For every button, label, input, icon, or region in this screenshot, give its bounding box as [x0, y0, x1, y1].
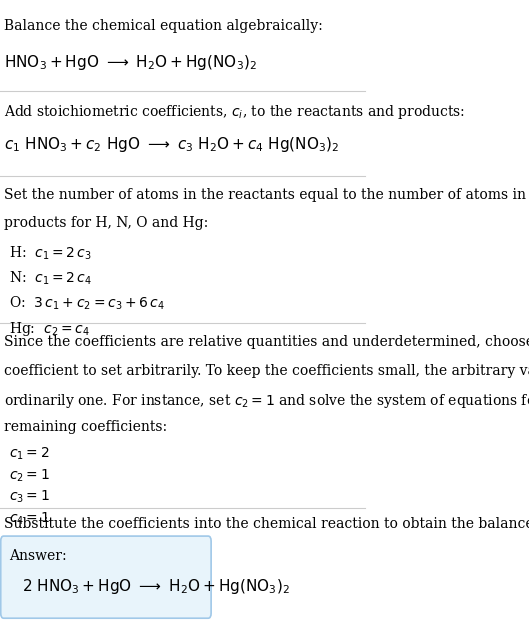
Text: $c_3 = 1$: $c_3 = 1$ — [9, 489, 50, 505]
Text: $c_2 = 1$: $c_2 = 1$ — [9, 467, 50, 483]
Text: $2\ \mathrm{HNO_3} + \mathrm{HgO} \ \longrightarrow \ \mathrm{H_2O} + \mathrm{Hg: $2\ \mathrm{HNO_3} + \mathrm{HgO} \ \lon… — [22, 577, 290, 596]
Text: $c_4 = 1$: $c_4 = 1$ — [9, 511, 50, 527]
Text: remaining coefficients:: remaining coefficients: — [4, 420, 167, 434]
Text: equation:: equation: — [4, 545, 70, 559]
Text: Set the number of atoms in the reactants equal to the number of atoms in the: Set the number of atoms in the reactants… — [4, 188, 529, 202]
FancyBboxPatch shape — [1, 536, 211, 618]
Text: $\mathrm{HNO_3 + HgO \ \longrightarrow \ H_2O + Hg(NO_3)_2}$: $\mathrm{HNO_3 + HgO \ \longrightarrow \… — [4, 53, 257, 72]
Text: Answer:: Answer: — [9, 549, 67, 562]
Text: $c_1 = 2$: $c_1 = 2$ — [9, 445, 50, 461]
Text: Balance the chemical equation algebraically:: Balance the chemical equation algebraica… — [4, 19, 322, 33]
Text: Since the coefficients are relative quantities and underdetermined, choose a: Since the coefficients are relative quan… — [4, 335, 529, 349]
Text: $c_1\ \mathrm{HNO_3} + c_2\ \mathrm{HgO} \ \longrightarrow \ c_3\ \mathrm{H_2O} : $c_1\ \mathrm{HNO_3} + c_2\ \mathrm{HgO}… — [4, 135, 339, 154]
Text: N:  $c_1 = 2\,c_4$: N: $c_1 = 2\,c_4$ — [9, 270, 92, 287]
Text: H:  $c_1 = 2\,c_3$: H: $c_1 = 2\,c_3$ — [9, 245, 92, 262]
Text: O:  $3\,c_1 + c_2 = c_3 + 6\,c_4$: O: $3\,c_1 + c_2 = c_3 + 6\,c_4$ — [9, 295, 165, 312]
Text: coefficient to set arbitrarily. To keep the coefficients small, the arbitrary va: coefficient to set arbitrarily. To keep … — [4, 364, 529, 377]
Text: products for H, N, O and Hg:: products for H, N, O and Hg: — [4, 216, 208, 230]
Text: ordinarily one. For instance, set $c_2 = 1$ and solve the system of equations fo: ordinarily one. For instance, set $c_2 =… — [4, 392, 529, 410]
Text: Hg:  $c_2 = c_4$: Hg: $c_2 = c_4$ — [9, 320, 90, 338]
Text: Add stoichiometric coefficients, $c_i$, to the reactants and products:: Add stoichiometric coefficients, $c_i$, … — [4, 103, 464, 122]
Text: Substitute the coefficients into the chemical reaction to obtain the balanced: Substitute the coefficients into the che… — [4, 517, 529, 531]
